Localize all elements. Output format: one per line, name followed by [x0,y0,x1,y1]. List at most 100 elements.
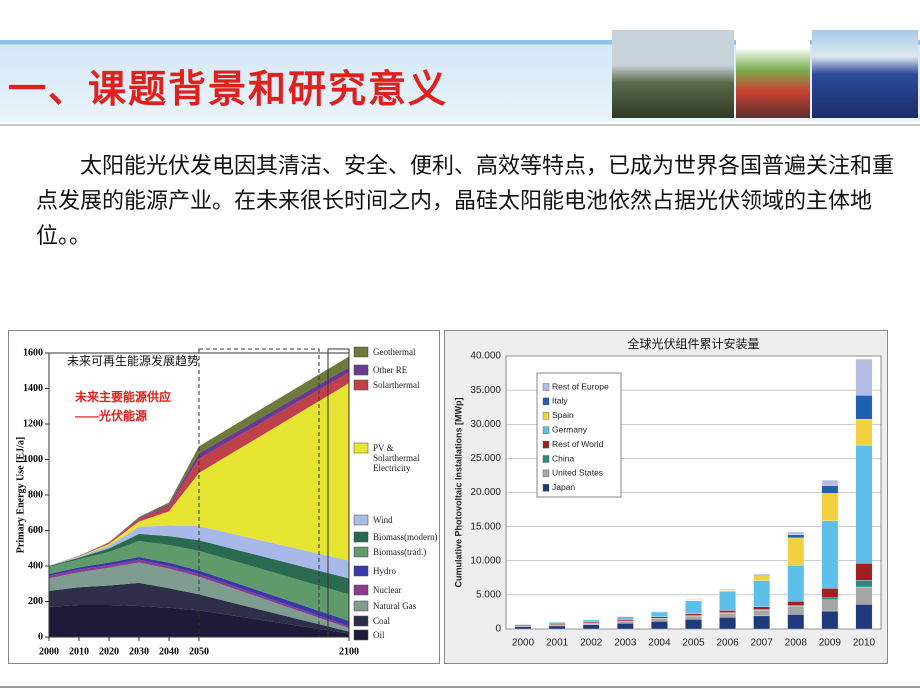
bar-segment [685,615,702,620]
bar-segment [651,616,668,619]
x-tick-label: 2010 [853,638,876,649]
legend-swatch [353,346,369,358]
x-tick-label: 2005 [682,638,705,649]
bar-segment [685,613,702,616]
bar-segment [821,479,839,486]
y-tick-label: 200 [28,596,43,607]
photo-diagram [736,30,810,118]
y-tick-label: 30.000 [470,419,501,430]
y-tick-label: 20.000 [470,487,501,498]
bar-segment [582,621,600,624]
annotation: 未来可再生能源发展趋势 [67,353,199,368]
legend-swatch [353,442,369,454]
legend-label: Italy [552,396,568,406]
legend-label: Biomass(trad.) [373,547,427,557]
legend-swatch [542,469,550,478]
slide-title: 一、课题背景和研究意义 [8,69,449,111]
legend-swatch [353,546,369,558]
bar-segment [787,565,805,602]
bar-segment [616,622,634,630]
bar-segment [685,600,702,614]
legend-swatch [353,584,369,596]
area-segment [49,356,349,566]
y-tick-label: 1400 [23,383,43,394]
bar-segment [548,625,566,630]
bar-segment [719,591,736,611]
bar-segment [685,619,702,630]
bar-segment [719,589,736,591]
bar-segment [651,610,668,612]
bar-segment [855,358,873,396]
legend-label: Oil [373,630,385,640]
legend-label: Solarthermal [373,380,420,390]
bar-segment [685,599,702,601]
bar-segment [719,612,736,618]
bar-segment [855,562,873,581]
x-tick-label: 2006 [716,638,739,649]
area-segment [49,605,349,637]
legend-swatch [542,426,550,434]
bar-segment [821,485,839,494]
legend-label: PV & Solarthermal Electricity [373,443,420,473]
chart: 全球光伏组件累计安装量 0 5.000 10.000 15.000 20.000 25.00… [453,336,882,649]
legend-swatch [353,531,369,543]
legend-swatch [542,397,550,406]
legend-label: United States [552,468,603,478]
area-segment [49,383,349,566]
area-segment [49,367,349,566]
y-tick-label: 10.000 [470,555,501,566]
legend-swatch [353,565,369,577]
legend-label: Wind [373,515,393,525]
x-tick-label: 2002 [580,638,603,649]
legend-swatch [353,379,369,391]
scenario-box [198,348,320,638]
x-tick-label: 2030 [129,646,149,657]
y-tick-label: 40.000 [470,351,501,362]
x-tick-label: 2040 [159,646,179,657]
paragraph: 太阳能光伏发电因其清洁、安全、便利、高效等特点，已成为世界各国普遍关注和重点发展… [36,153,895,248]
bar-segment [821,599,839,612]
legend-swatch [353,615,369,627]
photo-campus [612,30,734,118]
x-tick-label: 2004 [648,638,671,649]
x-tick-label: 2050 [189,646,209,657]
legend-swatch [542,383,550,391]
chart-title: 全球光伏组件累计安装量 [627,336,759,351]
header-rule [0,124,920,126]
bar-segment [787,537,805,566]
bar-segment [787,531,805,535]
annotation: 未来主要能源供应 [74,389,171,404]
bar-segment [855,604,873,630]
legend-label: Biomass(modern) [373,532,438,542]
bar-segment [548,624,566,627]
bar-segment [821,493,839,521]
legend-label: Rest of Europe [552,381,609,391]
legend-swatch [542,440,550,449]
bar-segment [548,623,566,625]
area-segment [49,556,349,627]
bar-segment [787,601,805,606]
x-tick-label: 2020 [99,646,119,657]
bar-segment [616,616,634,620]
bar-segment [855,418,873,446]
y-tick-label: 5.000 [476,590,501,601]
bar-segment [651,621,668,630]
y-tick-label: 25.000 [470,453,501,464]
x-tick-label: 2003 [614,638,637,649]
x-tick-label: 2000 [512,638,535,649]
y-tick-label: 0 [495,624,501,635]
y-tick-label: 15.000 [470,521,501,532]
bar-segment [582,624,600,630]
x-tick-label: 2008 [785,638,808,649]
bar-segment [616,619,634,622]
legend-label: Other RE [373,365,408,375]
bar-segment [753,575,771,581]
legend-label: Germany [552,424,588,434]
area-segment [49,562,349,632]
bar-segment [651,618,668,622]
x-tick-label: 2001 [546,638,569,649]
y-tick-label: 0 [38,631,43,642]
legend-box [536,372,622,498]
footer-rule [0,686,920,688]
